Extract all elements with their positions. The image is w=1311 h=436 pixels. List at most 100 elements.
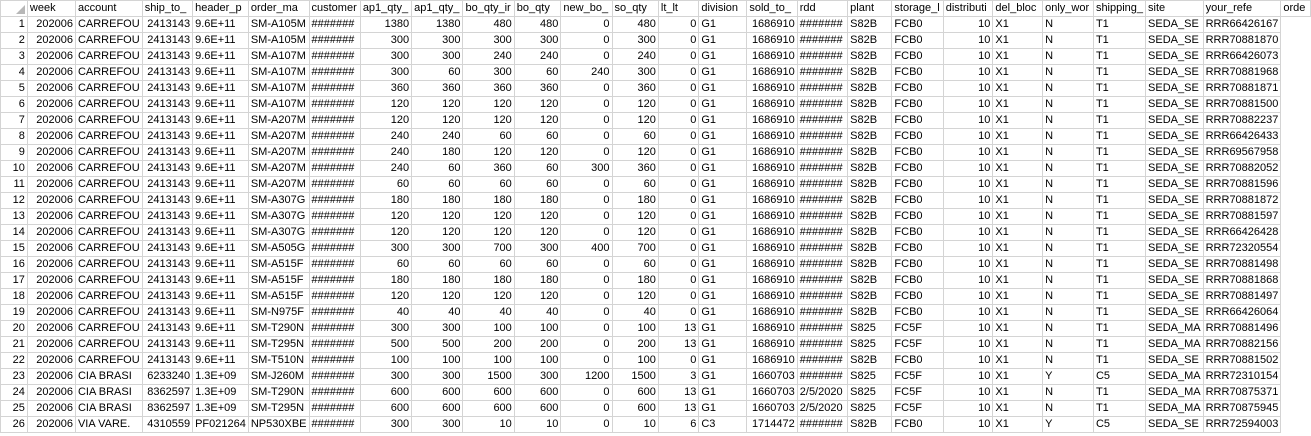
table-cell[interactable]: 9.6E+11 (192, 80, 249, 97)
row-header[interactable]: 23 (0, 368, 28, 385)
table-cell[interactable]: X1 (992, 304, 1044, 321)
table-cell[interactable]: ####### (308, 256, 361, 273)
table-cell[interactable]: 4310559 (141, 416, 194, 433)
table-cell[interactable]: SEDA_SE (1145, 272, 1204, 289)
table-cell[interactable]: 1686910 (746, 272, 798, 289)
column-header[interactable]: so_qty (611, 0, 659, 17)
table-cell[interactable]: ####### (796, 64, 849, 81)
table-cell[interactable]: 8362597 (141, 384, 194, 401)
row-header[interactable]: 21 (0, 336, 28, 353)
table-cell[interactable]: SEDA_SE (1145, 48, 1204, 65)
table-cell[interactable]: ####### (796, 256, 849, 273)
row-header[interactable]: 14 (0, 224, 28, 241)
column-header[interactable]: rdd (796, 0, 849, 17)
table-cell[interactable]: S825 (847, 368, 893, 385)
table-cell[interactable]: 300 (513, 240, 562, 257)
table-cell[interactable]: SM-A107M (247, 64, 310, 81)
table-cell[interactable]: 40 (513, 304, 562, 321)
table-cell[interactable]: 120 (513, 112, 562, 129)
table-cell[interactable]: 10 (942, 240, 994, 257)
table-cell[interactable]: 2413143 (141, 48, 194, 65)
table-cell[interactable]: FCB0 (891, 144, 944, 161)
table-cell[interactable]: 120 (611, 112, 659, 129)
table-cell[interactable]: S82B (847, 64, 893, 81)
table-cell[interactable]: FCB0 (891, 416, 944, 433)
table-cell[interactable]: 10 (942, 96, 994, 113)
table-cell[interactable]: 1686910 (746, 80, 798, 97)
table-cell[interactable]: 9.6E+11 (192, 16, 249, 33)
table-cell[interactable]: 10 (942, 288, 994, 305)
table-cell[interactable]: 9.6E+11 (192, 32, 249, 49)
table-cell[interactable]: ####### (796, 240, 849, 257)
table-cell[interactable]: 202006 (26, 256, 76, 273)
table-cell[interactable]: T1 (1092, 336, 1147, 353)
table-cell[interactable]: 202006 (26, 416, 76, 433)
table-cell[interactable]: X1 (992, 416, 1044, 433)
table-cell[interactable]: CARREFOU (74, 208, 143, 225)
table-cell[interactable]: SM-T290N (247, 384, 310, 401)
table-cell[interactable]: N (1042, 32, 1094, 49)
column-header[interactable]: account (74, 0, 143, 17)
table-cell[interactable]: 0 (657, 176, 700, 193)
column-header[interactable]: customer (308, 0, 361, 17)
table-cell[interactable]: N (1042, 272, 1094, 289)
table-cell[interactable]: FCB0 (891, 208, 944, 225)
table-cell[interactable]: ####### (308, 224, 361, 241)
table-cell[interactable]: S82B (847, 160, 893, 177)
table-cell[interactable]: PF021264 (192, 416, 249, 433)
table-cell[interactable]: RRR66426064 (1202, 304, 1282, 321)
table-cell[interactable]: ####### (796, 96, 849, 113)
table-cell[interactable]: SEDA_SE (1145, 240, 1204, 257)
row-header[interactable]: 7 (0, 112, 28, 129)
table-cell[interactable]: T1 (1092, 176, 1147, 193)
table-cell[interactable]: ####### (308, 336, 361, 353)
table-cell[interactable]: S825 (847, 336, 893, 353)
table-cell[interactable]: 1.3E+09 (192, 368, 249, 385)
table-cell[interactable]: FCB0 (891, 240, 944, 257)
table-cell[interactable]: 2413143 (141, 288, 194, 305)
table-cell[interactable]: G1 (698, 304, 748, 321)
table-cell[interactable]: SM-A515F (247, 256, 310, 273)
table-cell[interactable]: 120 (513, 288, 562, 305)
column-header[interactable]: header_p (192, 0, 249, 17)
table-cell[interactable]: 1686910 (746, 32, 798, 49)
table-cell[interactable]: 700 (611, 240, 659, 257)
table-cell[interactable]: RRR70882237 (1202, 112, 1282, 129)
row-header[interactable]: 11 (0, 176, 28, 193)
table-cell[interactable]: Y (1042, 368, 1094, 385)
table-cell[interactable]: G1 (698, 80, 748, 97)
table-cell[interactable]: CARREFOU (74, 160, 143, 177)
table-cell[interactable]: 202006 (26, 320, 76, 337)
table-cell[interactable]: 1686910 (746, 240, 798, 257)
table-cell[interactable]: 120 (611, 288, 659, 305)
table-cell[interactable]: ####### (796, 224, 849, 241)
table-cell[interactable]: 60 (359, 256, 413, 273)
table-cell[interactable]: 9.6E+11 (192, 96, 249, 113)
table-cell[interactable]: 10 (942, 336, 994, 353)
table-cell[interactable]: 100 (611, 352, 659, 369)
table-cell[interactable]: 100 (359, 352, 413, 369)
table-cell[interactable]: X1 (992, 368, 1044, 385)
table-cell[interactable]: S82B (847, 144, 893, 161)
table-cell[interactable]: X1 (992, 96, 1044, 113)
table-cell[interactable]: 180 (411, 272, 464, 289)
table-cell[interactable]: 120 (462, 288, 515, 305)
table-cell[interactable]: 200 (462, 336, 515, 353)
table-cell[interactable]: 300 (359, 64, 413, 81)
table-cell[interactable]: 1714472 (746, 416, 798, 433)
column-header[interactable]: shipping_ (1092, 0, 1147, 17)
table-cell[interactable]: SM-N975F (247, 304, 310, 321)
table-cell[interactable]: 1686910 (746, 144, 798, 161)
table-cell[interactable]: S82B (847, 224, 893, 241)
table-cell[interactable]: 600 (513, 384, 562, 401)
table-cell[interactable]: G1 (698, 336, 748, 353)
table-cell[interactable]: 0 (560, 416, 613, 433)
table-cell[interactable]: 9.6E+11 (192, 48, 249, 65)
table-cell[interactable]: T1 (1092, 304, 1147, 321)
table-cell[interactable]: S82B (847, 288, 893, 305)
table-cell[interactable]: N (1042, 80, 1094, 97)
column-header[interactable]: bo_qty_ir (462, 0, 515, 17)
table-cell[interactable]: CARREFOU (74, 64, 143, 81)
row-header[interactable]: 12 (0, 192, 28, 209)
table-cell[interactable]: 40 (462, 304, 515, 321)
